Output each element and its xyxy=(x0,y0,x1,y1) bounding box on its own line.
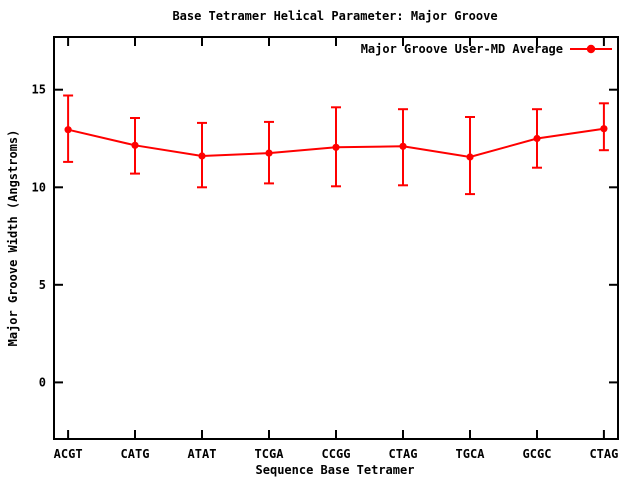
y-tick-label: 10 xyxy=(32,180,46,194)
x-tick-label: TGCA xyxy=(456,447,486,461)
legend-sample-point xyxy=(586,44,596,54)
x-tick-label: GCGC xyxy=(523,447,552,461)
legend-sample-marker xyxy=(570,44,612,54)
data-point xyxy=(533,134,541,143)
x-axis-label: Sequence Base Tetramer xyxy=(255,463,415,477)
y-tick-label: 5 xyxy=(39,278,46,292)
data-point xyxy=(265,149,273,157)
x-tick-label: ATAT xyxy=(188,447,217,461)
data-point xyxy=(600,125,608,133)
plot-border xyxy=(53,36,619,440)
x-tick-label: CCGG xyxy=(322,447,351,461)
y-tick-label: 0 xyxy=(39,375,46,389)
legend: Major Groove User-MD Average xyxy=(361,42,612,56)
data-point xyxy=(399,142,407,150)
data-point xyxy=(198,152,206,160)
data-point xyxy=(466,153,474,161)
x-tick-label: CATG xyxy=(121,447,150,461)
y-tick-label: 15 xyxy=(32,83,46,97)
legend-label: Major Groove User-MD Average xyxy=(360,42,563,56)
x-tick-label: ACGT xyxy=(54,447,83,461)
data-point xyxy=(332,143,340,151)
chart-title: Base Tetramer Helical Parameter: Major G… xyxy=(172,9,498,23)
x-tick-label: CTAG xyxy=(589,447,618,461)
x-tick-label: CTAG xyxy=(389,447,418,461)
data-point xyxy=(131,141,139,149)
data-point xyxy=(64,126,72,134)
x-tick-label: TCGA xyxy=(255,447,285,461)
